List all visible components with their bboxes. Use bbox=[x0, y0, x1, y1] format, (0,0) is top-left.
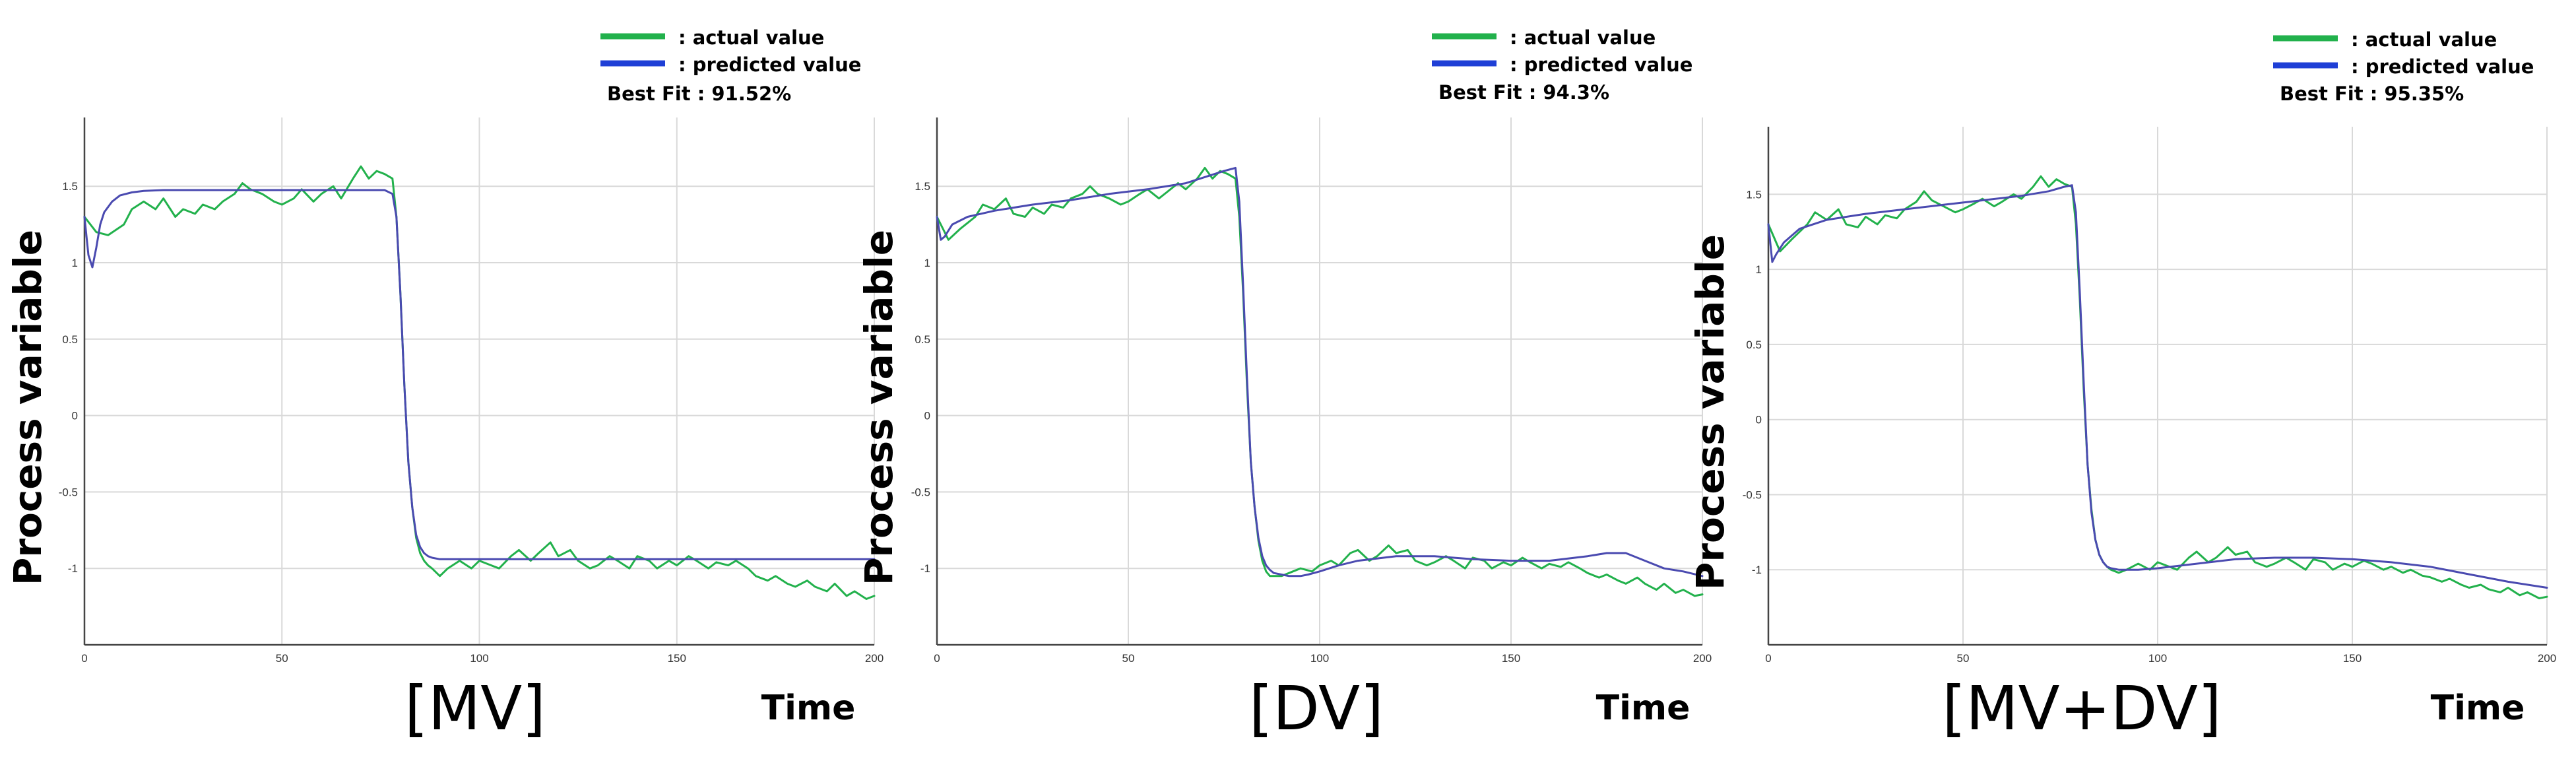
predicted-value-line bbox=[83, 189, 876, 560]
x-tick-label: 50 bbox=[1957, 652, 1970, 665]
predicted-value-line bbox=[936, 166, 1704, 578]
y-tick-label: 1.5 bbox=[915, 180, 930, 193]
y-tick-label: 1.5 bbox=[62, 180, 78, 193]
legend-predicted-label: : predicted value bbox=[2351, 55, 2534, 78]
y-tick-label: -1 bbox=[920, 562, 930, 575]
predicted-value-line bbox=[1767, 184, 2548, 589]
chart-caption: [MV+DV] bbox=[1942, 673, 2221, 744]
x-tick-label: 200 bbox=[2538, 652, 2556, 665]
y-axis-label: Process variable bbox=[856, 230, 901, 585]
x-tick-label: 50 bbox=[1122, 652, 1135, 665]
y-tick-label: 0.5 bbox=[1746, 339, 1762, 351]
x-axis-label: Time bbox=[2431, 688, 2525, 728]
y-tick-label: -0.5 bbox=[1743, 488, 1762, 501]
chart-panel-1: 0 50 100 150 200 -1 -0.5 0 0.5 1 1.5 : actual value… bbox=[5, 26, 884, 744]
legend-actual-label: : actual value bbox=[2351, 28, 2497, 51]
x-tick-label: 150 bbox=[2343, 652, 2362, 665]
best-fit-label: Best Fit : 95.35% bbox=[2280, 82, 2464, 105]
chart-panel-3: 0 50 100 150 200 -1 -0.5 0 0.5 1 1.5 : actual value… bbox=[1688, 28, 2556, 744]
chart-panel-2: 0 50 100 150 200 -1 -0.5 0 0.5 1 1.5 : actual value… bbox=[856, 26, 1712, 744]
y-tick-label: 0 bbox=[924, 410, 930, 422]
legend-actual-label: : actual value bbox=[678, 26, 824, 49]
y-tick-label: 1 bbox=[1756, 263, 1762, 276]
legend: : actual value : predicted value bbox=[2273, 28, 2534, 78]
legend-predicted-label: : predicted value bbox=[678, 53, 861, 76]
y-tick-label: 1 bbox=[924, 257, 930, 269]
y-tick-label: -0.5 bbox=[59, 486, 78, 498]
y-tick-label: 1.5 bbox=[1746, 188, 1762, 201]
y-tick-label: 0.5 bbox=[915, 333, 930, 346]
y-tick-label: 0 bbox=[1756, 414, 1762, 426]
x-tick-label: 200 bbox=[1693, 652, 1712, 665]
x-tick-label: 200 bbox=[865, 652, 884, 665]
legend: : actual value : predicted value bbox=[1432, 26, 1692, 76]
x-tick-label: 100 bbox=[1310, 652, 1329, 665]
legend-actual-label: : actual value bbox=[1510, 26, 1656, 49]
legend-predicted-label: : predicted value bbox=[1510, 53, 1692, 76]
chart-caption: [DV] bbox=[1249, 673, 1384, 744]
x-tick-label: 150 bbox=[668, 652, 686, 665]
best-fit-label: Best Fit : 94.3% bbox=[1438, 81, 1609, 104]
y-tick-label: -1 bbox=[1752, 564, 1762, 576]
y-axis-label: Process variable bbox=[5, 230, 50, 585]
y-tick-label: 0.5 bbox=[62, 333, 78, 346]
legend: : actual value : predicted value bbox=[600, 26, 861, 76]
actual-value-line bbox=[936, 166, 1704, 597]
x-axis-label: Time bbox=[1596, 688, 1690, 728]
y-tick-label: -0.5 bbox=[911, 486, 930, 498]
x-tick-label: 100 bbox=[2148, 652, 2167, 665]
chart-caption: [MV] bbox=[404, 673, 546, 744]
x-tick-label: 100 bbox=[470, 652, 488, 665]
y-tick-label: -1 bbox=[68, 562, 78, 575]
x-tick-label: 150 bbox=[1502, 652, 1520, 665]
x-axis-label: Time bbox=[761, 688, 856, 728]
x-tick-label: 0 bbox=[934, 652, 940, 665]
y-axis-label: Process variable bbox=[1688, 234, 1733, 590]
x-tick-label: 50 bbox=[276, 652, 288, 665]
x-tick-label: 0 bbox=[81, 652, 87, 665]
x-tick-label: 0 bbox=[1765, 652, 1771, 665]
y-tick-label: 0 bbox=[72, 410, 78, 422]
y-tick-label: 1 bbox=[72, 257, 78, 269]
best-fit-label: Best Fit : 91.52% bbox=[607, 82, 791, 105]
